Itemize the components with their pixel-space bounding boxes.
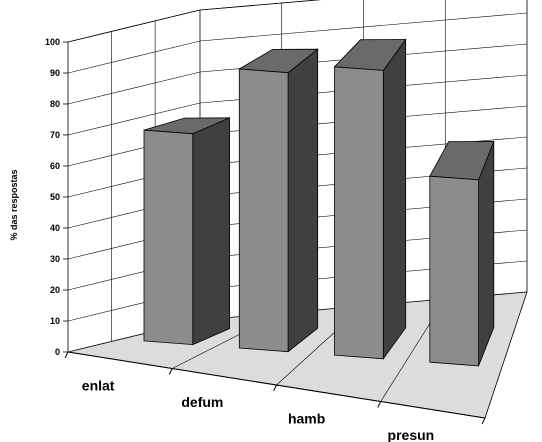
y-tick-label: 10 (50, 316, 60, 326)
x-tick-mark (273, 384, 277, 392)
x-tick-label: hamb (288, 410, 325, 426)
bar-side-face (192, 117, 231, 346)
y-tick-label: 0 (55, 347, 60, 357)
y-tick-label: 100 (45, 37, 60, 47)
bar-side-face (287, 48, 319, 353)
y-tick-label: 70 (50, 130, 60, 140)
y-tick-label: 80 (50, 99, 60, 109)
y-tick-label: 50 (50, 192, 60, 202)
wall-edge (67, 9, 201, 43)
x-tick-label: defum (181, 394, 223, 410)
bar-front-face (334, 66, 384, 360)
y-tick-label: 40 (50, 223, 60, 233)
y-axis-label: % das respostas (9, 169, 19, 240)
y-tick-label: 90 (50, 68, 60, 78)
wall-edge (199, 0, 322, 11)
x-tick-mark (481, 417, 486, 425)
x-tick-mark (377, 401, 382, 408)
x-tick-label: presun (388, 427, 435, 442)
y-tick-label: 60 (50, 161, 60, 171)
y-axis: 0 10 20 30 40 50 60 70 80 90 100 (45, 37, 68, 357)
x-tick-label: enlat (82, 377, 115, 393)
x-axis: enlat defum hamb presun (64, 351, 486, 442)
bars (143, 38, 495, 367)
bar (143, 117, 231, 346)
gridline (67, 0, 321, 43)
x-tick-mark (168, 368, 173, 375)
bar (237, 48, 319, 353)
bar (429, 140, 495, 367)
y-tick-label: 30 (50, 254, 60, 264)
bar-front-face (143, 129, 194, 346)
x-tick-mark (64, 351, 69, 359)
y-tick-label: 20 (50, 285, 60, 295)
bar (333, 38, 407, 361)
bar-side-face (382, 38, 407, 361)
bar-front-face (429, 175, 480, 367)
bar-front-face (238, 68, 289, 353)
